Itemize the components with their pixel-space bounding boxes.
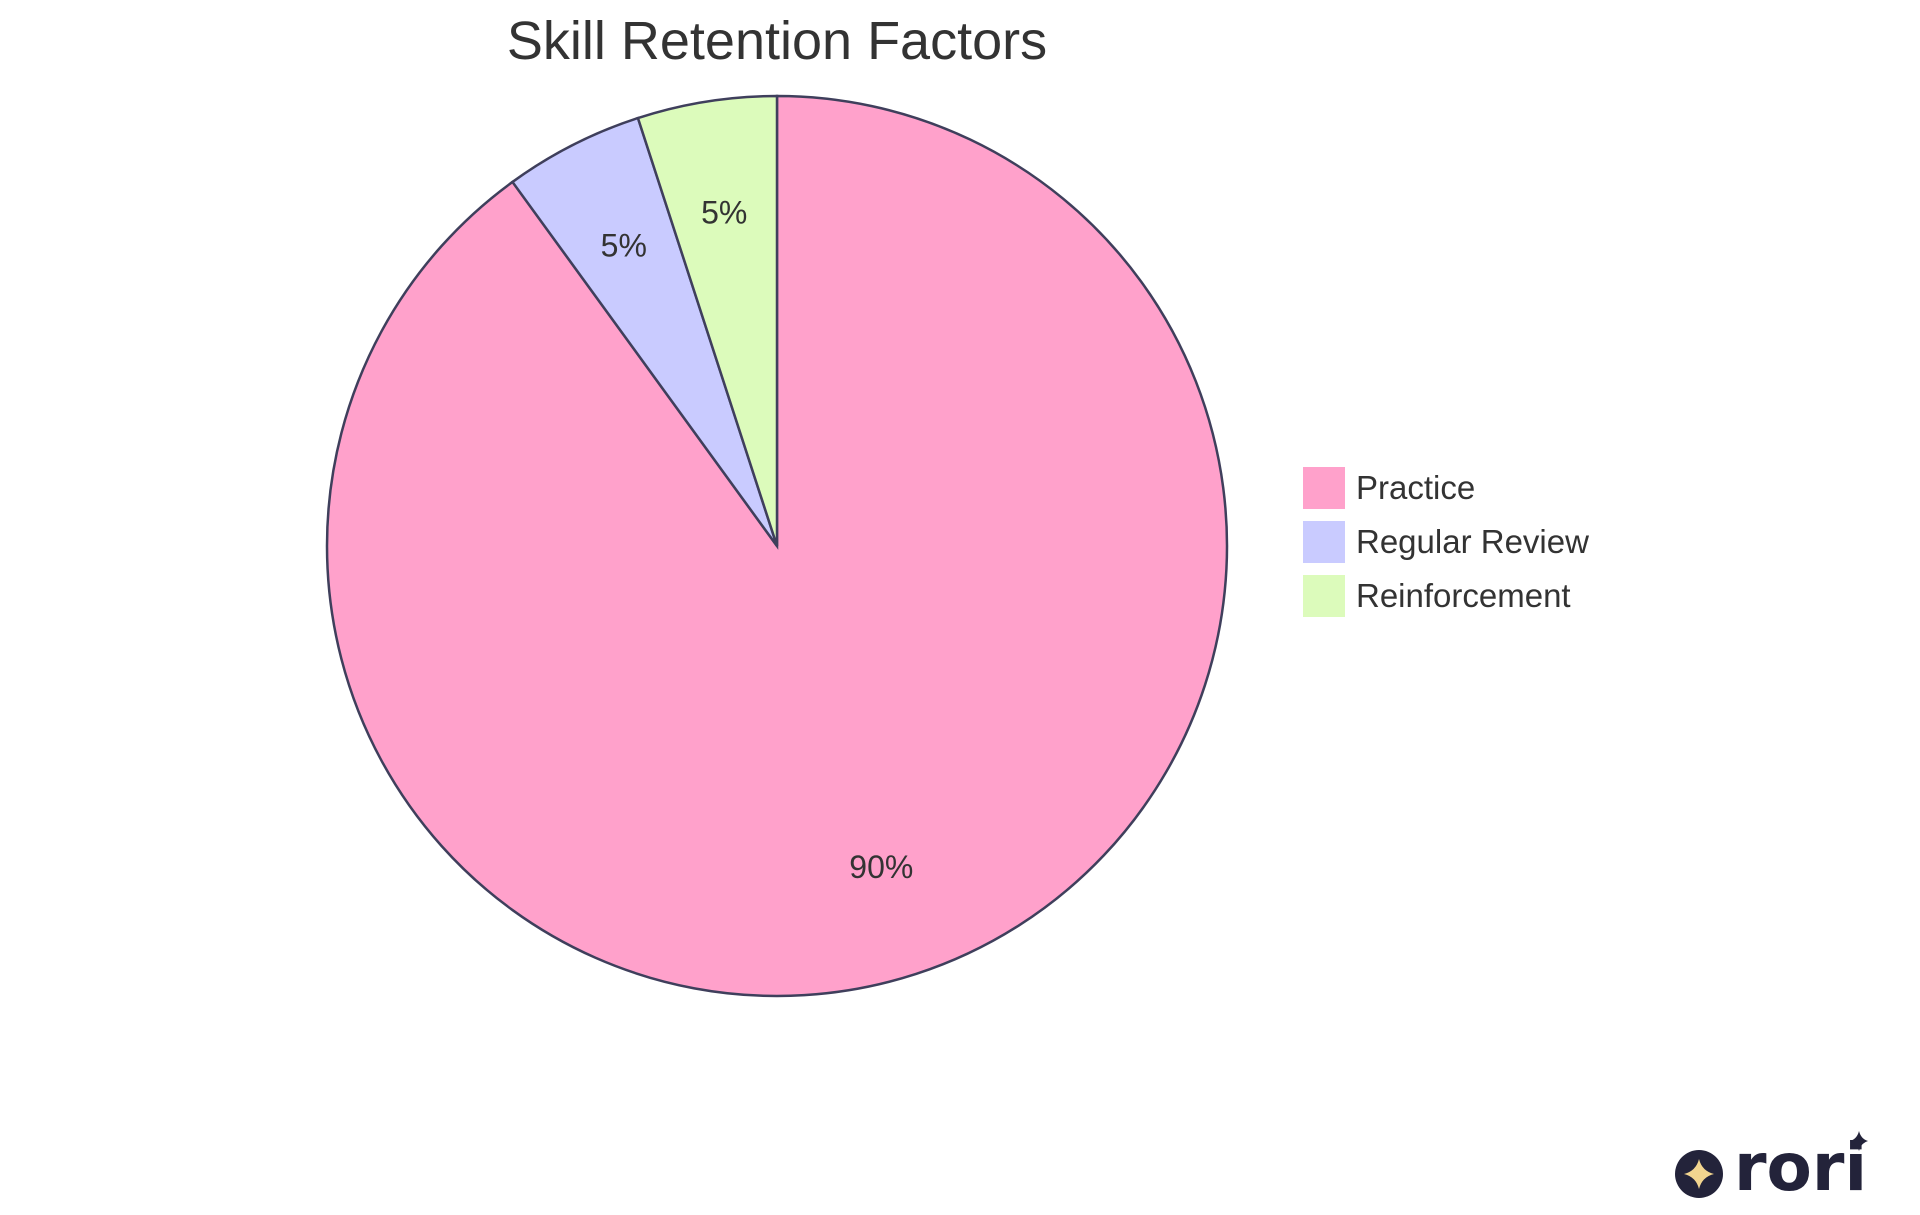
- logo-wordmark: rori: [1734, 1129, 1867, 1206]
- logo-sparkle-icon: [1850, 1131, 1868, 1151]
- legend: Practice Regular Review Reinforcement: [1301, 465, 1589, 619]
- legend-label-practice: Practice: [1356, 469, 1475, 506]
- chart-title: Skill Retention Factors: [507, 11, 1047, 71]
- pie-slices: [325, 94, 1229, 998]
- legend-label-reinforcement: Reinforcement: [1356, 577, 1571, 614]
- slice-label-practice: 90%: [849, 849, 913, 885]
- legend-swatch-regular-review: [1301, 519, 1347, 565]
- pie-slice-labels: 90% 5% 5%: [601, 195, 914, 885]
- legend-swatch-practice: [1301, 465, 1347, 511]
- rori-logo: rori: [1675, 1129, 1868, 1206]
- slice-label-regular-review: 5%: [601, 227, 647, 263]
- pie-slice-reinforcement: [636, 94, 779, 547]
- legend-label-regular-review: Regular Review: [1356, 523, 1589, 560]
- logo-star-icon: [1684, 1159, 1714, 1189]
- legend-swatch-reinforcement: [1301, 573, 1347, 619]
- slice-label-reinforcement: 5%: [701, 195, 747, 231]
